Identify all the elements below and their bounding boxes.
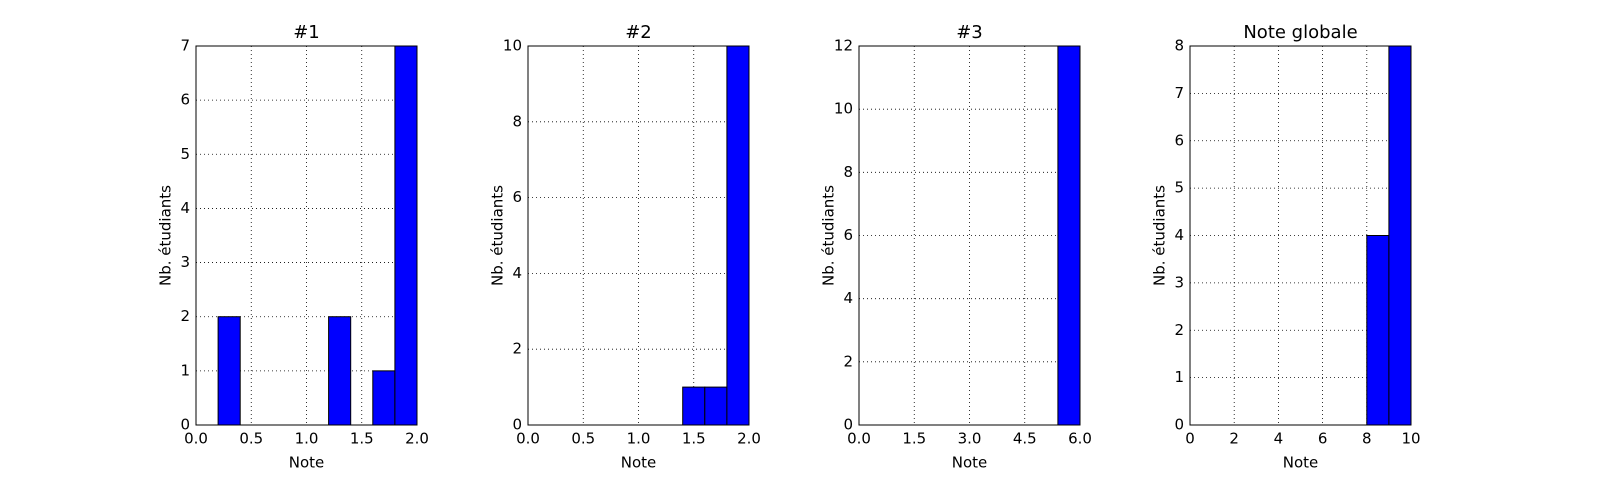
x-tick-label: 1.5 <box>350 430 374 448</box>
x-axis-label: Note <box>621 454 657 472</box>
y-tick-label: 7 <box>1174 84 1184 102</box>
y-tick-label: 10 <box>503 37 522 55</box>
y-tick-label: 5 <box>1174 179 1184 197</box>
x-axis-label: Note <box>1283 454 1319 472</box>
y-tick-label: 8 <box>512 112 522 130</box>
x-axis-label: Note <box>952 454 988 472</box>
x-tick-label: 6 <box>1318 430 1328 448</box>
y-tick-label: 6 <box>180 91 190 109</box>
y-tick-label: 1 <box>1174 368 1184 386</box>
x-tick-label: 0.0 <box>516 430 540 448</box>
y-tick-label: 6 <box>512 188 522 206</box>
bar <box>217 316 241 426</box>
x-tick-label: 1.0 <box>627 430 651 448</box>
x-tick-label: 0.0 <box>847 430 871 448</box>
x-tick-label: 6.0 <box>1068 430 1092 448</box>
y-tick-label: 6 <box>1174 131 1184 149</box>
y-tick-label: 6 <box>843 226 853 244</box>
y-tick-label: 8 <box>843 163 853 181</box>
y-axis-label: Nb. étudiants <box>820 185 838 286</box>
plot-frame <box>858 45 1081 426</box>
chart-title: #1 <box>293 22 320 43</box>
x-tick-label: 0.5 <box>239 430 263 448</box>
y-tick-label: 0 <box>843 416 853 434</box>
x-tick-label: 2 <box>1229 430 1239 448</box>
y-tick-label: 10 <box>834 100 853 118</box>
chart-title: #2 <box>625 22 652 43</box>
x-tick-label: 1.0 <box>295 430 319 448</box>
bar <box>726 45 750 426</box>
y-tick-label: 8 <box>1174 37 1184 55</box>
x-tick-label: 0 <box>1185 430 1195 448</box>
x-tick-label: 8 <box>1362 430 1372 448</box>
y-tick-label: 4 <box>512 264 522 282</box>
y-tick-label: 4 <box>1174 226 1184 244</box>
bar <box>1366 235 1390 426</box>
y-axis-label: Nb. étudiants <box>1151 185 1169 286</box>
chart-title: Note globale <box>1243 22 1357 43</box>
y-tick-label: 2 <box>512 340 522 358</box>
bar <box>704 386 728 426</box>
chart-title: #3 <box>956 22 983 43</box>
y-axis-label: Nb. étudiants <box>489 185 507 286</box>
x-tick-label: 1.5 <box>682 430 706 448</box>
x-tick-label: 3.0 <box>958 430 982 448</box>
bar <box>394 45 418 426</box>
plot-frame <box>195 45 418 426</box>
y-tick-label: 4 <box>180 199 190 217</box>
y-tick-label: 1 <box>180 361 190 379</box>
x-tick-label: 2.0 <box>405 430 429 448</box>
plot-frame <box>1189 45 1412 426</box>
bar <box>328 316 352 426</box>
y-tick-label: 5 <box>180 145 190 163</box>
y-tick-label: 2 <box>1174 321 1184 339</box>
y-tick-label: 12 <box>834 37 853 55</box>
bar <box>372 370 396 426</box>
y-tick-label: 0 <box>1174 416 1184 434</box>
y-tick-label: 2 <box>843 352 853 370</box>
x-tick-label: 4.5 <box>1013 430 1037 448</box>
bar <box>1057 45 1081 426</box>
x-tick-label: 0.5 <box>571 430 595 448</box>
bar <box>1388 45 1412 426</box>
x-tick-label: 4 <box>1274 430 1284 448</box>
x-tick-label: 10 <box>1401 430 1420 448</box>
bar <box>682 386 706 426</box>
y-tick-label: 4 <box>843 289 853 307</box>
y-tick-label: 0 <box>180 416 190 434</box>
y-tick-label: 3 <box>1174 273 1184 291</box>
x-tick-label: 1.5 <box>902 430 926 448</box>
y-tick-label: 0 <box>512 416 522 434</box>
x-axis-label: Note <box>289 454 325 472</box>
y-tick-label: 7 <box>180 37 190 55</box>
y-tick-label: 3 <box>180 253 190 271</box>
y-axis-label: Nb. étudiants <box>157 185 175 286</box>
y-tick-label: 2 <box>180 307 190 325</box>
plot-frame <box>527 45 750 426</box>
x-tick-label: 0.0 <box>184 430 208 448</box>
x-tick-label: 2.0 <box>737 430 761 448</box>
